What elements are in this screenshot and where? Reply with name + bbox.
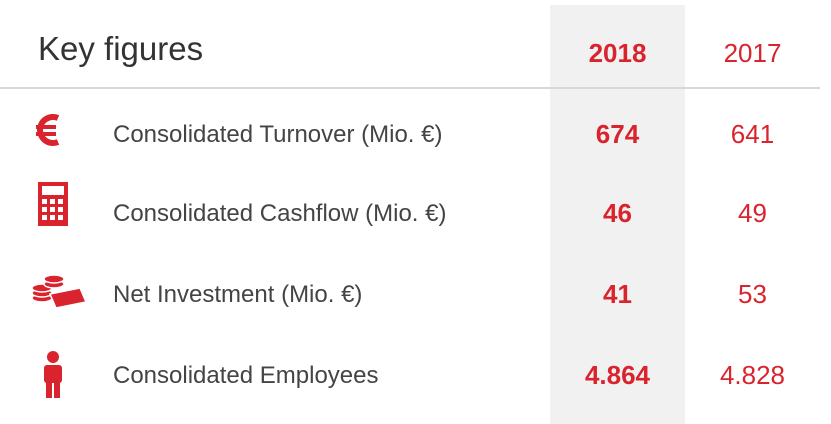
value-2017: 4.828 [719,360,786,390]
column-header: 2018 [588,38,647,68]
value-2018: 4.864 [584,360,651,390]
row-label: Consolidated Turnover (Mio. €) [113,121,443,148]
row-label: Net Investment (Mio. €) [113,281,363,308]
row-label: Consolidated Cashflow (Mio. €) [113,200,447,227]
highlight-column [550,5,685,424]
row-label: Consolidated Employees [113,362,379,389]
value-2018: 674 [595,119,640,149]
header-divider [0,87,820,89]
value-2017: 53 [738,279,767,309]
title: Key figures [38,30,204,67]
person-icon [44,351,62,398]
euro-icon [36,114,60,146]
money-icon [31,274,88,309]
column-header: 2017 [723,38,782,68]
value-2017: 49 [738,198,767,228]
value-2018: 41 [603,279,632,309]
value-2018: 46 [603,198,632,228]
calculator-icon [38,182,68,226]
value-2017: 641 [730,119,775,149]
